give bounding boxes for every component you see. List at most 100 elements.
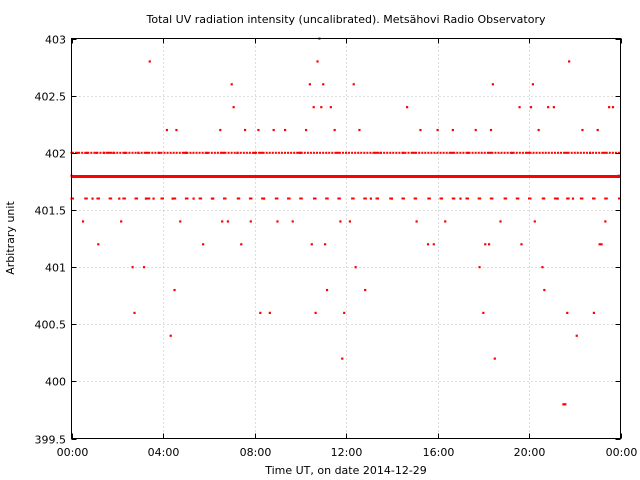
data-point bbox=[450, 151, 453, 154]
data-point bbox=[91, 197, 94, 200]
data-point bbox=[312, 106, 315, 109]
data-point bbox=[571, 197, 575, 200]
data-point bbox=[112, 151, 115, 154]
data-point bbox=[585, 151, 588, 154]
data-point bbox=[178, 151, 181, 154]
x-tick-label: 00:00 bbox=[606, 446, 638, 459]
x-tick-label: 16:00 bbox=[423, 446, 455, 459]
data-point bbox=[506, 151, 509, 154]
data-point bbox=[310, 243, 313, 246]
data-point bbox=[575, 334, 578, 337]
y-tick-label: 400.5 bbox=[35, 319, 67, 332]
data-point bbox=[433, 151, 436, 154]
y-tick-labels: 399.5 400 400.5 401 401.5 402 402.5 403 bbox=[35, 34, 67, 447]
data-point bbox=[364, 288, 367, 292]
data-point bbox=[134, 151, 137, 154]
data-point bbox=[406, 106, 409, 109]
data-point bbox=[541, 151, 544, 154]
data-point bbox=[383, 151, 386, 154]
data-point bbox=[351, 197, 354, 200]
data-point bbox=[186, 197, 189, 200]
data-point bbox=[392, 151, 395, 154]
data-point bbox=[486, 151, 489, 154]
data-point bbox=[348, 220, 352, 223]
data-point bbox=[579, 197, 582, 200]
data-point bbox=[436, 128, 439, 132]
data-point bbox=[491, 83, 494, 86]
data-point bbox=[477, 197, 480, 200]
data-point bbox=[462, 151, 465, 154]
data-point bbox=[144, 197, 148, 200]
data-point bbox=[497, 151, 500, 154]
data-point bbox=[198, 197, 201, 200]
data-point bbox=[299, 151, 302, 154]
data-point bbox=[541, 197, 544, 200]
data-point bbox=[499, 220, 502, 223]
data-point bbox=[441, 197, 444, 200]
data-point bbox=[268, 151, 271, 154]
data-point bbox=[186, 151, 189, 154]
data-point bbox=[303, 151, 306, 154]
data-point bbox=[287, 151, 290, 154]
data-point bbox=[110, 151, 113, 154]
data-point bbox=[148, 60, 151, 63]
data-point bbox=[503, 151, 506, 154]
data-point bbox=[484, 243, 487, 246]
data-point bbox=[352, 83, 355, 86]
data-point bbox=[459, 151, 462, 154]
y-tick-label: 402.5 bbox=[35, 91, 67, 104]
data-point bbox=[248, 151, 251, 154]
data-point bbox=[184, 197, 187, 200]
data-point bbox=[265, 151, 268, 154]
data-point bbox=[480, 151, 483, 154]
data-point bbox=[216, 151, 219, 154]
data-point bbox=[219, 128, 222, 132]
data-point bbox=[255, 151, 258, 154]
data-point bbox=[160, 151, 163, 154]
data-point bbox=[415, 220, 418, 223]
data-point bbox=[515, 197, 518, 200]
data-point bbox=[152, 197, 155, 200]
data-point bbox=[105, 151, 108, 154]
data-point bbox=[122, 151, 125, 154]
data-point bbox=[219, 151, 222, 154]
data-point bbox=[521, 151, 524, 154]
data-point bbox=[489, 128, 493, 132]
data-point bbox=[428, 197, 431, 200]
data-point bbox=[413, 151, 416, 154]
data-point bbox=[432, 243, 435, 246]
data-point bbox=[169, 151, 172, 154]
data-point bbox=[533, 220, 536, 223]
y-tick-label: 403 bbox=[45, 34, 66, 47]
data-point bbox=[268, 311, 271, 314]
data-point bbox=[166, 151, 169, 154]
data-point bbox=[309, 151, 312, 154]
data-point bbox=[128, 151, 131, 154]
data-point bbox=[280, 151, 283, 154]
data-point bbox=[236, 197, 239, 200]
data-point bbox=[233, 151, 236, 154]
data-point bbox=[123, 197, 126, 200]
data-point bbox=[97, 243, 100, 246]
data-point bbox=[503, 197, 506, 200]
data-point bbox=[72, 197, 75, 200]
data-point bbox=[123, 151, 127, 154]
data-point bbox=[358, 128, 361, 132]
data-point bbox=[402, 151, 405, 154]
data-point bbox=[531, 83, 535, 86]
data-point bbox=[337, 197, 340, 200]
data-point bbox=[369, 151, 372, 154]
data-point bbox=[145, 151, 148, 154]
data-point bbox=[90, 151, 93, 154]
data-point bbox=[386, 151, 389, 154]
data-point bbox=[592, 197, 595, 200]
data-point bbox=[248, 197, 251, 200]
data-point bbox=[262, 151, 265, 154]
data-point bbox=[581, 197, 584, 200]
data-point bbox=[131, 151, 134, 154]
data-point bbox=[375, 151, 378, 154]
x-axis-label: Time UT, on date 2014-12-29 bbox=[264, 464, 427, 477]
data-point bbox=[151, 151, 154, 154]
data-point bbox=[259, 151, 262, 154]
